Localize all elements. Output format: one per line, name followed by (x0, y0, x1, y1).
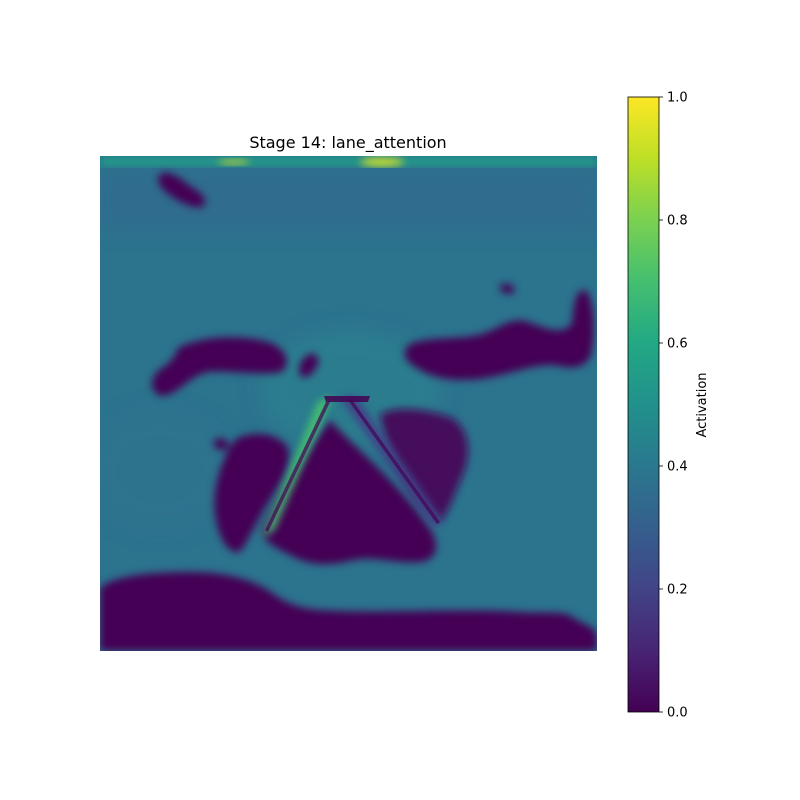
colorbar-tick-label: 0.8 (667, 214, 688, 229)
right-diagonal-core (348, 400, 440, 524)
right-mid-blob (404, 290, 594, 380)
top-edge-hotspot-2 (218, 159, 250, 165)
colorbar-tick-label: 0.6 (667, 337, 688, 352)
colorbar-gradient (627, 96, 660, 713)
colorbar-tick-label: 1.0 (667, 91, 688, 106)
left-diagonal-core (265, 402, 330, 532)
top-edge-hotspot (360, 158, 404, 166)
top-left-blob (158, 172, 206, 208)
colorbar-tick-label: 0.4 (667, 460, 688, 475)
colorbar: 0.0 0.2 0.4 0.6 0.8 1.0 Activation (627, 91, 710, 721)
colorbar-label: Activation (695, 372, 710, 437)
colorbar-tick-label: 0.0 (667, 706, 688, 721)
left-lower-dot (213, 438, 229, 450)
colorbar-tick-label: 0.2 (667, 583, 688, 598)
heatmap (100, 156, 597, 651)
halo-left (100, 410, 230, 530)
left-mid-blob (151, 337, 287, 396)
bottom-band (100, 572, 597, 651)
right-mid-spot (500, 283, 515, 294)
right-inner-blob (380, 408, 468, 522)
left-mid-dot (299, 353, 319, 378)
lane-apex (324, 396, 370, 402)
top-edge-band (100, 157, 597, 166)
chart-title: Stage 14: lane_attention (249, 133, 446, 153)
colorbar-ticks: 0.0 0.2 0.4 0.6 0.8 1.0 (659, 91, 688, 721)
left-lower-blob (214, 433, 289, 553)
